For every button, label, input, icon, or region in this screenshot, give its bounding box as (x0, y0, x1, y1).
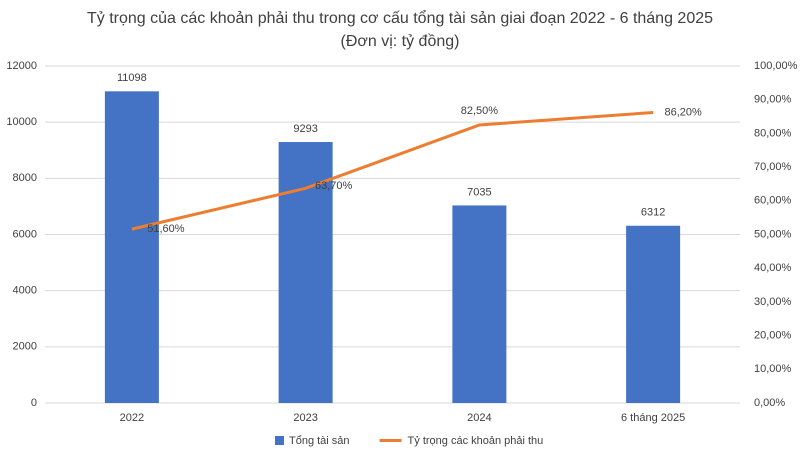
x-tick-label: 2024 (467, 412, 491, 424)
y-tick-label: 0 (31, 397, 37, 409)
y-tick-label: 2000 (13, 341, 37, 353)
bar (452, 205, 507, 403)
y2-tick-label: 40,00% (754, 262, 792, 274)
x-tick-label: 2023 (293, 412, 317, 424)
y2-tick-label: 90,00% (754, 94, 792, 106)
y2-tick-label: 20,00% (754, 330, 792, 342)
y-tick-label: 4000 (13, 285, 37, 297)
y-tick-label: 8000 (13, 172, 37, 184)
x-tick-label: 6 tháng 2025 (621, 412, 685, 424)
line-value-label: 51,60% (147, 223, 185, 235)
bar-value-label: 11098 (117, 72, 147, 84)
bar-value-label: 9293 (293, 123, 317, 135)
bar-value-label: 7035 (467, 186, 491, 198)
y2-tick-label: 100,00% (754, 60, 798, 72)
bar (626, 225, 681, 403)
line-value-label: 63,70% (315, 180, 353, 192)
y2-tick-label: 60,00% (754, 195, 792, 207)
legend-label: Tổng tài sản (289, 435, 350, 447)
legend-swatch (275, 436, 284, 445)
y-tick-label: 6000 (13, 228, 37, 240)
bar (104, 91, 159, 403)
y-tick-label: 12000 (6, 60, 37, 72)
y2-tick-label: 70,00% (754, 161, 792, 173)
y2-tick-label: 80,00% (754, 127, 792, 139)
y2-tick-label: 50,00% (754, 228, 792, 240)
x-tick-label: 2022 (120, 412, 144, 424)
y-tick-label: 10000 (6, 116, 37, 128)
line (131, 111, 654, 231)
chart-subtitle: (Đơn vị: tỷ đồng) (341, 33, 460, 50)
y2-tick-label: 0,00% (754, 397, 785, 409)
line-value-label: 82,50% (461, 105, 499, 117)
chart-title: Tỷ trọng của các khoản phải thu trong cơ… (87, 9, 713, 27)
bar-value-label: 6312 (641, 207, 665, 219)
legend-label: Tỷ trọng các khoản phải thu (408, 435, 544, 447)
y2-tick-label: 30,00% (754, 296, 792, 308)
bar (278, 142, 333, 403)
y2-tick-label: 10,00% (754, 363, 792, 375)
line-value-label: 86,20% (664, 106, 702, 118)
